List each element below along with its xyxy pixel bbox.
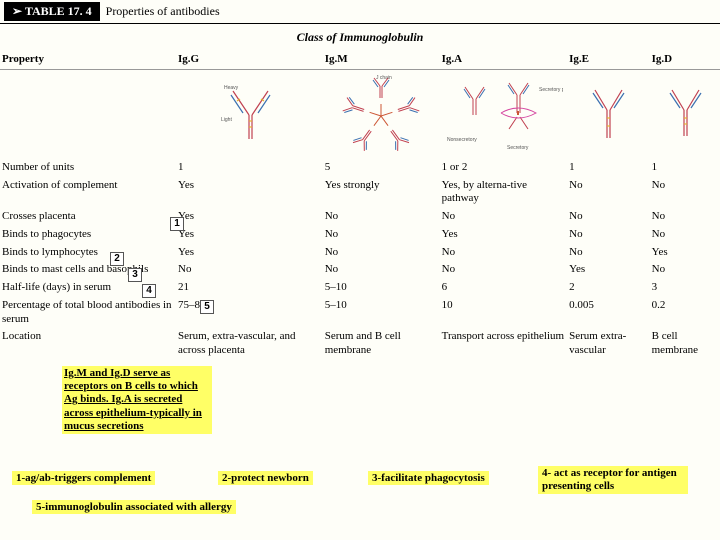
property-cell: Location — [0, 328, 176, 360]
value-cell: 1 — [650, 159, 720, 177]
value-cell: Yes, by alterna-tive pathway — [440, 177, 567, 209]
table-number-tab: ➢ TABLE 17. 4 — [4, 2, 100, 21]
table-row: Binds to lymphocytesYesNoNoNoYes — [0, 244, 720, 262]
diagram-ige — [567, 70, 649, 159]
value-cell: No — [440, 244, 567, 262]
svg-text:J chain: J chain — [376, 75, 392, 81]
value-cell: No — [323, 261, 440, 279]
value-cell: 1 or 2 — [440, 159, 567, 177]
value-cell: Transport across epithelium — [440, 328, 567, 360]
value-cell: Yes — [650, 244, 720, 262]
table-row: Number of units151 or 211 — [0, 159, 720, 177]
table-header-row: Property Ig.G Ig.M Ig.A Ig.E Ig.D — [0, 49, 720, 70]
svg-text:Secretory: Secretory — [507, 145, 529, 151]
value-cell: Yes — [567, 261, 649, 279]
table-title: Properties of antibodies — [106, 4, 220, 19]
col-igm: Ig.M — [323, 49, 440, 70]
table-header: ➢ TABLE 17. 4 Properties of antibodies — [0, 0, 720, 24]
col-igd: Ig.D — [650, 49, 720, 70]
table-row: Percentage of total blood antibodies in … — [0, 297, 720, 329]
value-cell: No — [323, 208, 440, 226]
note-receptors: Ig.M and Ig.D serve as receptors on B ce… — [62, 366, 212, 434]
value-cell: Yes strongly — [323, 177, 440, 209]
value-cell: 5 — [323, 159, 440, 177]
value-cell: 0.2 — [650, 297, 720, 329]
col-iga: Ig.A — [440, 49, 567, 70]
diagram-igg: Heavy Light — [176, 70, 323, 159]
value-cell: No — [567, 244, 649, 262]
diagram-row: Heavy Light J chain — [0, 70, 720, 159]
diagram-igm: J chain — [323, 70, 440, 159]
property-cell: Binds to lymphocytes — [0, 244, 176, 262]
value-cell: No — [650, 261, 720, 279]
value-cell: Serum, extra-vascular, and across placen… — [176, 328, 323, 360]
value-cell: Yes — [176, 244, 323, 262]
value-cell: No — [176, 261, 323, 279]
value-cell: 6 — [440, 279, 567, 297]
table-row: LocationSerum, extra-vascular, and acros… — [0, 328, 720, 360]
value-cell: No — [323, 244, 440, 262]
svg-text:Heavy: Heavy — [224, 85, 239, 91]
antibody-table: Property Ig.G Ig.M Ig.A Ig.E Ig.D Heavy — [0, 49, 720, 360]
table-row: Binds to phagocytesYesNoYesNoNo — [0, 226, 720, 244]
value-cell: Serum extra-vascular — [567, 328, 649, 360]
value-cell: Yes — [440, 226, 567, 244]
value-cell: Yes — [176, 226, 323, 244]
value-cell: 1 — [176, 159, 323, 177]
value-cell: 0.005 — [567, 297, 649, 329]
value-cell: No — [650, 226, 720, 244]
footnote-4: 4- act as receptor for antigen presentin… — [538, 466, 688, 494]
diagram-igd — [650, 70, 720, 159]
value-cell: No — [440, 261, 567, 279]
marker-3: 3 — [128, 268, 142, 282]
marker-1: 1 — [170, 217, 184, 231]
table-subtitle: Class of Immunoglobulin — [0, 30, 720, 45]
svg-text:Secretory piece: Secretory piece — [539, 87, 563, 93]
value-cell: No — [567, 226, 649, 244]
value-cell: Yes — [176, 177, 323, 209]
footnote-1: 1-ag/ab-triggers complement — [12, 471, 155, 485]
property-cell: Binds to mast cells and basophils — [0, 261, 176, 279]
col-property: Property — [0, 49, 176, 70]
marker-4: 4 — [142, 284, 156, 298]
property-cell: Binds to phagocytes — [0, 226, 176, 244]
value-cell: 3 — [650, 279, 720, 297]
marker-2: 2 — [110, 252, 124, 266]
value-cell: 5–10 — [323, 279, 440, 297]
value-cell: 2 — [567, 279, 649, 297]
col-ige: Ig.E — [567, 49, 649, 70]
value-cell: No — [567, 208, 649, 226]
value-cell: 10 — [440, 297, 567, 329]
property-cell: Percentage of total blood antibodies in … — [0, 297, 176, 329]
footnote-2: 2-protect newborn — [218, 471, 313, 485]
diagram-iga: Secretory piece Nonsecretory Secretory — [440, 70, 567, 159]
table-row: Half-life (days) in serum215–10623 — [0, 279, 720, 297]
value-cell: 21 — [176, 279, 323, 297]
col-igg: Ig.G — [176, 49, 323, 70]
value-cell: No — [440, 208, 567, 226]
footnote-5: 5-immunoglobulin associated with allergy — [32, 500, 236, 514]
value-cell: 75–85 — [176, 297, 323, 329]
property-cell: Crosses placenta — [0, 208, 176, 226]
property-cell: Number of units — [0, 159, 176, 177]
value-cell: B cell membrane — [650, 328, 720, 360]
value-cell: No — [650, 177, 720, 209]
value-cell: 5–10 — [323, 297, 440, 329]
value-cell: 1 — [567, 159, 649, 177]
svg-text:Nonsecretory: Nonsecretory — [447, 137, 477, 143]
property-cell: Activation of complement — [0, 177, 176, 209]
value-cell: No — [323, 226, 440, 244]
value-cell: No — [650, 208, 720, 226]
svg-text:Light: Light — [221, 117, 232, 123]
value-cell: Yes — [176, 208, 323, 226]
marker-5: 5 — [200, 300, 214, 314]
table-row: Crosses placentaYesNoNoNoNo — [0, 208, 720, 226]
value-cell: Serum and B cell membrane — [323, 328, 440, 360]
value-cell: No — [567, 177, 649, 209]
table-row: Activation of complementYesYes stronglyY… — [0, 177, 720, 209]
footnote-3: 3-facilitate phagocytosis — [368, 471, 489, 485]
table-row: Binds to mast cells and basophilsNoNoNoY… — [0, 261, 720, 279]
